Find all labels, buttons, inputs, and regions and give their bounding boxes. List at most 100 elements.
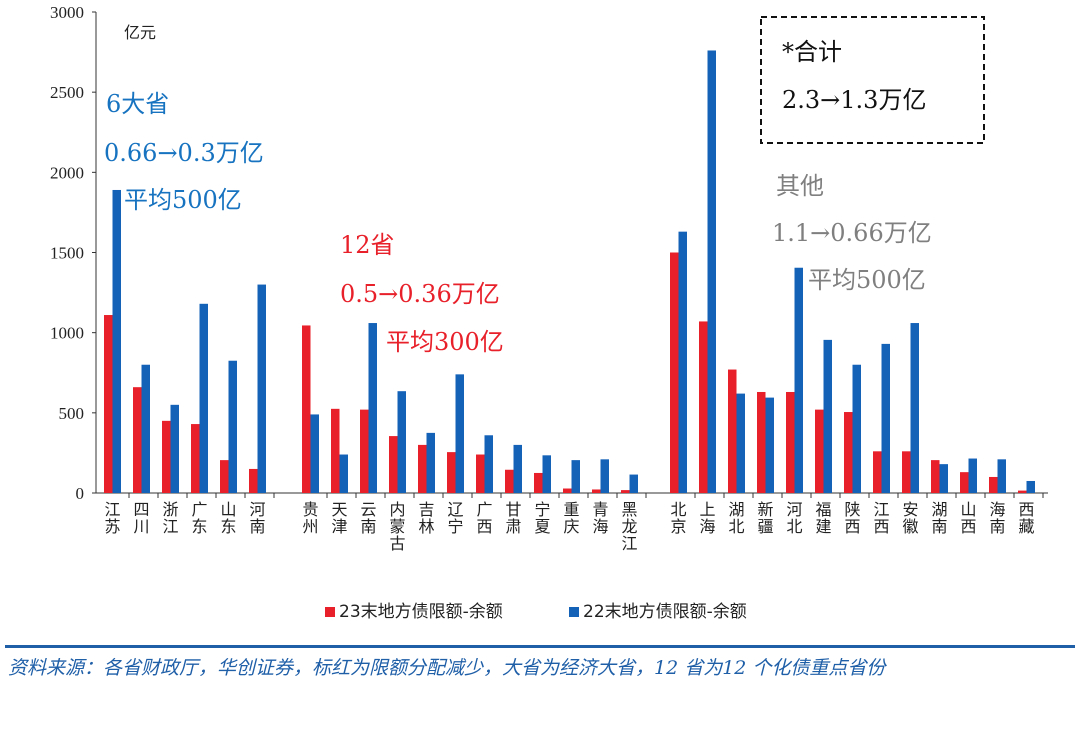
- x-tick-label: 海南: [989, 500, 1005, 536]
- bar-series1: [505, 469, 514, 493]
- source-divider: [5, 645, 1075, 648]
- x-tick-label: 新疆: [757, 500, 773, 536]
- x-tick-label: 山西: [960, 500, 976, 536]
- x-tick-label: 江苏: [104, 500, 120, 536]
- x-tick-label: 河北: [786, 500, 802, 536]
- bar-series2: [310, 414, 319, 493]
- annotation-group3-line2: 1.1→0.66万亿: [772, 219, 932, 247]
- bar-series1: [873, 451, 882, 493]
- x-tick-label: 辽宁: [447, 500, 463, 536]
- annotation-group2: 12省 0.5→0.36万亿 平均300亿: [340, 231, 504, 356]
- x-tick-label: 广东: [191, 500, 207, 536]
- annotation-group2-line3: 平均300亿: [386, 328, 504, 356]
- annotation-group2-line1: 12省: [340, 231, 395, 259]
- x-tick-label: 西藏: [1018, 500, 1034, 536]
- legend-label-series1: 23末地方债限额-余额: [339, 602, 503, 622]
- bar-series1: [418, 444, 427, 493]
- annotation-total: *合计 2.3→1.3万亿: [782, 38, 926, 114]
- bar-series2: [678, 231, 687, 493]
- bar-series1: [815, 409, 824, 493]
- x-tick-label: 四川: [133, 500, 149, 536]
- annotation-group3-line1: 其他: [776, 172, 824, 200]
- x-tick-label: 江西: [873, 500, 889, 536]
- bar-series1: [447, 452, 456, 493]
- y-tick-label: 1000: [50, 324, 84, 343]
- x-tick-label: 北京: [670, 500, 686, 536]
- bar-series1: [844, 412, 853, 493]
- bar-series1: [104, 315, 113, 493]
- bar-series2: [939, 464, 948, 493]
- legend-swatch-series2: [569, 607, 579, 617]
- total-box: [760, 16, 985, 144]
- bar-series2: [707, 50, 716, 493]
- annotation-group3: 其他 1.1→0.66万亿 平均500亿: [772, 172, 932, 294]
- x-tick-label: 陕西: [844, 500, 860, 536]
- bar-series2: [484, 435, 493, 493]
- bar-series1: [902, 451, 911, 493]
- bar-series2: [368, 323, 377, 493]
- bar-series1: [931, 460, 940, 493]
- bar-series2: [1026, 480, 1035, 493]
- y-tick-label: 2000: [50, 163, 84, 182]
- bar-series1: [360, 409, 369, 493]
- bar-series2: [455, 374, 464, 493]
- y-tick-label: 3000: [50, 3, 84, 22]
- bar-series2: [513, 444, 522, 493]
- bar-series1: [302, 325, 311, 493]
- bar-series2: [910, 323, 919, 493]
- source-note: 资料来源：各省财政厅，华创证券，标红为限额分配减少，大省为经济大省，12 省为1…: [8, 657, 886, 679]
- bar-series1: [162, 420, 171, 493]
- bar-series2: [339, 454, 348, 493]
- bar-series2: [257, 284, 266, 493]
- bar-series1: [133, 387, 142, 493]
- x-tick-label: 云南: [360, 500, 376, 536]
- annotation-group2-line2: 0.5→0.36万亿: [340, 280, 500, 308]
- bar-series1: [249, 468, 258, 493]
- y-tick-label: 1500: [50, 244, 84, 263]
- bar-series1: [534, 472, 543, 493]
- bar-series1: [989, 476, 998, 493]
- annotation-total-line1: *合计: [782, 38, 842, 66]
- bar-series2: [736, 393, 745, 493]
- x-tick-label: 天津: [331, 500, 347, 536]
- bar-series2: [765, 397, 774, 493]
- bar-series2: [170, 404, 179, 493]
- bar-series1: [699, 321, 708, 493]
- bar-series2: [852, 364, 861, 493]
- bar-series2: [426, 432, 435, 493]
- bar-series2: [600, 459, 609, 493]
- annotation-group1: 6大省 0.66→0.3万亿 平均500亿: [104, 90, 264, 214]
- legend-label-series2: 22末地方债限额-余额: [583, 602, 747, 622]
- unit-label: 亿元: [124, 23, 156, 42]
- bar-series2: [228, 360, 237, 493]
- bar-series1: [728, 369, 737, 493]
- x-tick-label: 贵州: [302, 500, 318, 536]
- x-tick-label: 上海: [699, 500, 715, 536]
- x-tick-label: 内蒙古: [389, 500, 405, 553]
- x-tick-label: 湖南: [931, 500, 947, 536]
- x-tick-label: 青海: [592, 500, 608, 536]
- annotation-total-line2: 2.3→1.3万亿: [782, 86, 926, 114]
- bar-series1: [621, 490, 630, 493]
- x-tick-label: 重庆: [563, 500, 579, 536]
- x-tick-label: 吉林: [418, 500, 434, 536]
- x-tick-label: 宁夏: [534, 500, 550, 536]
- x-tick-label: 浙江: [162, 500, 178, 536]
- bar-series2: [141, 364, 150, 493]
- bar-series2: [823, 339, 832, 493]
- bar-series2: [794, 267, 803, 493]
- annotation-group1-line2: 0.66→0.3万亿: [104, 139, 264, 167]
- bar-series2: [997, 459, 1006, 493]
- x-tick-label: 广西: [476, 500, 492, 536]
- bar-series2: [881, 343, 890, 493]
- bar-series2: [629, 474, 638, 493]
- x-tick-label: 黑龙江: [621, 500, 637, 553]
- bar-series2: [112, 189, 121, 493]
- x-tick-label: 福建: [815, 500, 831, 536]
- bar-series1: [563, 488, 572, 493]
- bar-series2: [199, 303, 208, 493]
- x-tick-label: 山东: [220, 500, 236, 536]
- y-tick-label: 0: [76, 484, 85, 503]
- x-tick-label: 河南: [249, 500, 265, 536]
